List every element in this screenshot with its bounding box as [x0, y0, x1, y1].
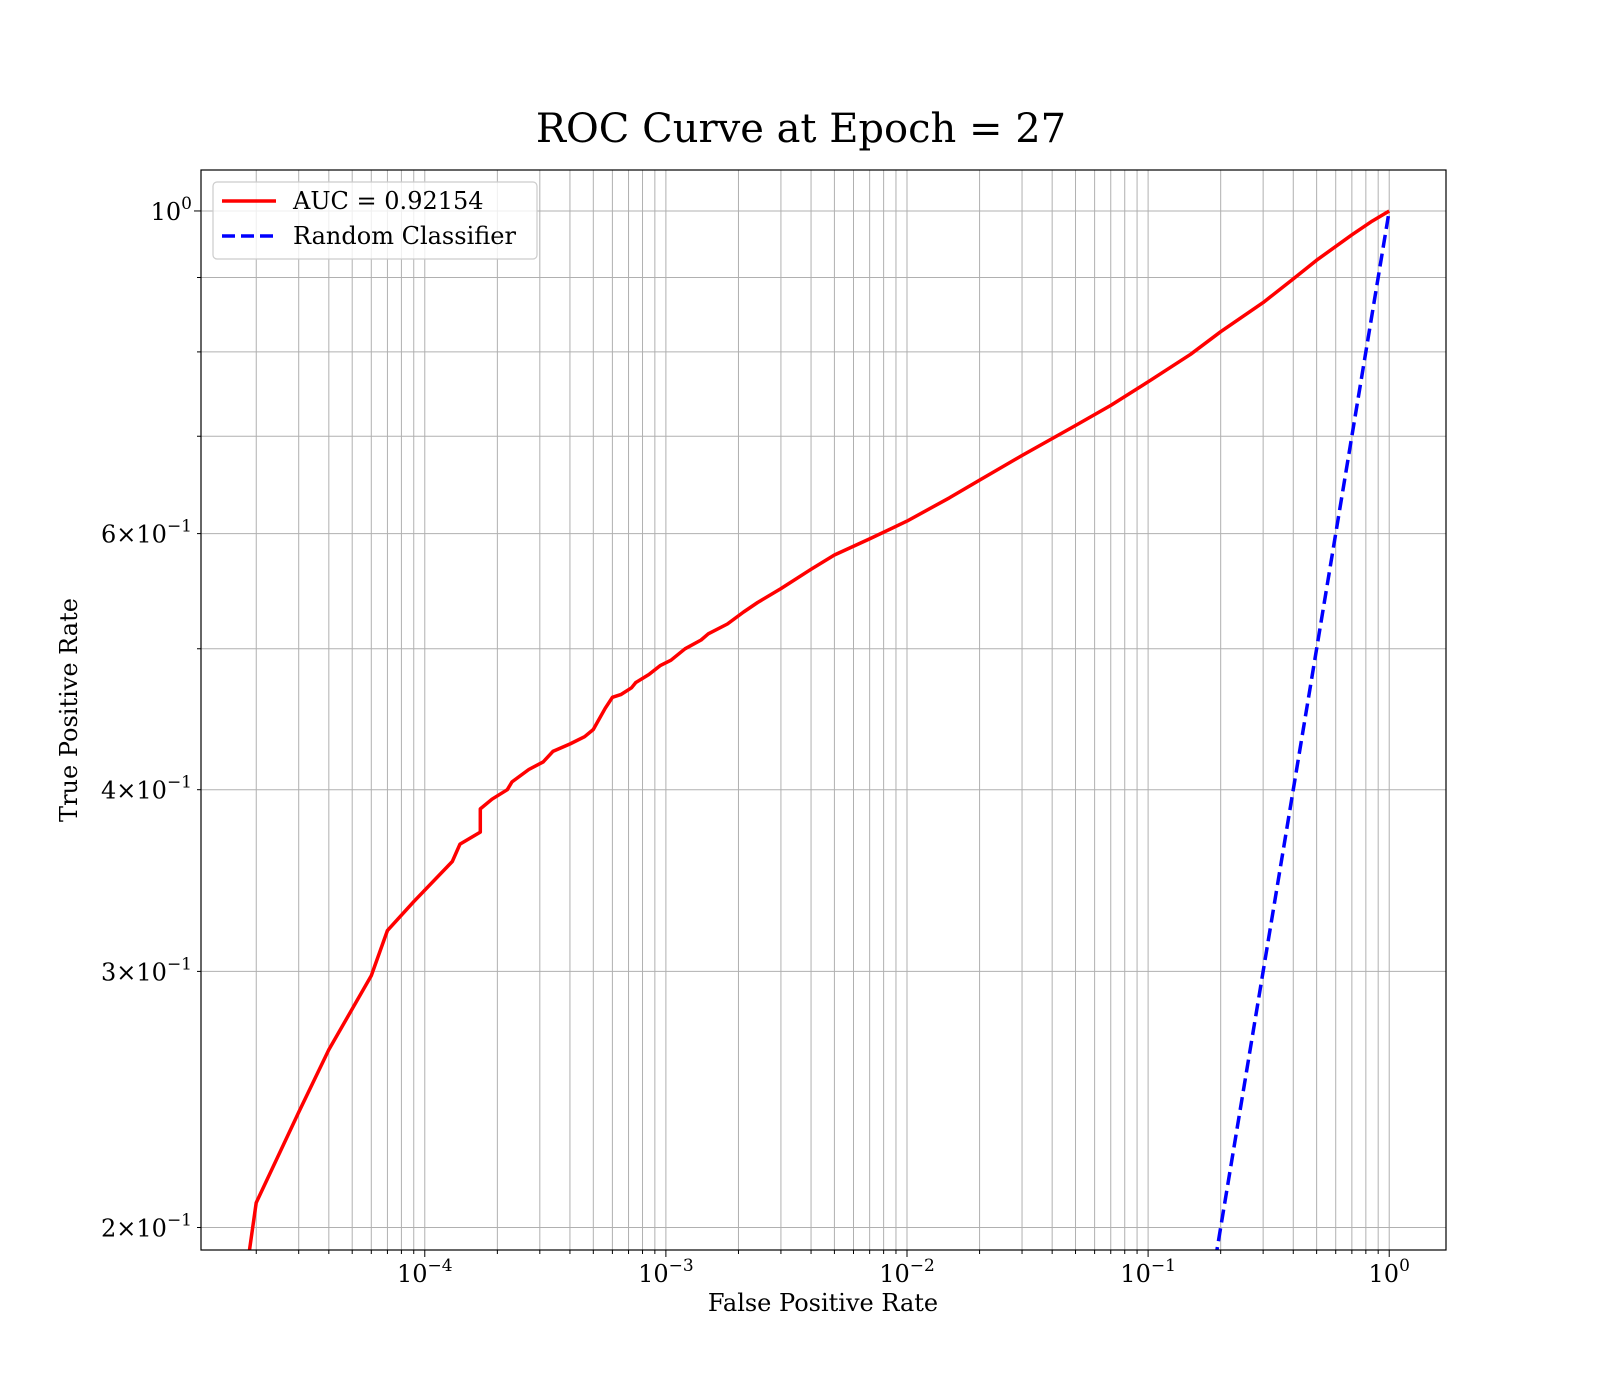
tick-marks	[194, 210, 1390, 1257]
series-layer	[247, 209, 1391, 1250]
plot-frame	[200, 169, 1447, 1251]
roc-curve-line	[247, 209, 1391, 1250]
x-tick-label: 10−3	[638, 1256, 694, 1288]
chart-title: ROC Curve at Epoch = 27	[536, 106, 1066, 152]
random-classifier-line	[1215, 210, 1391, 1250]
x-axis-label: False Positive Rate	[708, 1289, 938, 1317]
x-tick-label: 10−1	[1120, 1256, 1176, 1288]
legend: AUC = 0.92154 Random Classifier	[212, 181, 538, 260]
grid-lines	[201, 170, 1446, 1250]
x-tick-label: 10−2	[879, 1256, 935, 1288]
x-tick-labels: 10−4 10−3 10−2 10−1 100	[397, 1256, 1410, 1288]
y-tick-label: 4×10−1	[101, 773, 192, 805]
y-tick-label: 2×10−1	[101, 1210, 192, 1242]
x-tick-label: 100	[1369, 1256, 1410, 1288]
y-tick-label: 6×10−1	[101, 517, 192, 549]
y-tick-label: 100	[151, 194, 192, 226]
legend-box	[212, 181, 538, 260]
x-tick-label: 10−4	[397, 1256, 453, 1288]
legend-label-auc: AUC = 0.92154	[292, 187, 484, 215]
y-tick-label: 3×10−1	[101, 954, 192, 986]
legend-label-random: Random Classifier	[293, 222, 516, 250]
y-axis-label: True Positive Rate	[55, 598, 83, 822]
y-tick-labels: 2×10−1 3×10−1 4×10−1 6×10−1 100	[101, 194, 192, 1243]
